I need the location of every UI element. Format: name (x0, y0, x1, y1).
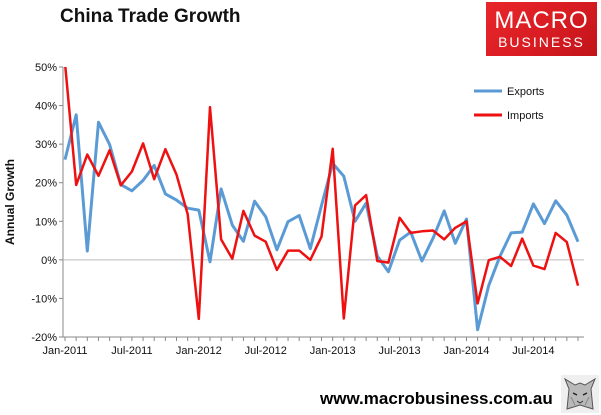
wolf-icon (561, 375, 599, 413)
y-tick-label: 20% (35, 178, 57, 190)
y-tick-label: 50% (35, 62, 57, 74)
x-tick-label: Jul-2011 (111, 345, 152, 357)
chart-series (63, 67, 580, 332)
x-tick-label: Jul-2012 (245, 345, 287, 357)
chart-legend: Exports Imports (474, 86, 545, 122)
series-line-imports (64, 67, 580, 321)
logo-line-macro: MACRO (494, 7, 589, 34)
x-tick-label: Jan-2012 (176, 345, 222, 357)
legend-label-exports: Exports (507, 86, 545, 98)
x-tick-label: Jul-2013 (378, 345, 420, 357)
macrobusiness-logo: MACRO BUSINESS (486, 2, 597, 56)
y-tick-label: -20% (31, 332, 57, 344)
x-tick-label: Jul-2014 (512, 345, 554, 357)
chart-axes: -20% -10% 0% 10% 20% 30% 40% 50% Jan-2011 Jul-201… (31, 62, 584, 357)
y-tick-label: 30% (35, 139, 57, 151)
x-tick-label: Jan-2013 (310, 345, 356, 357)
y-tick-label: 0% (41, 255, 57, 267)
logo-line-business: BUSINESS (498, 34, 585, 50)
trade-growth-chart: -20% -10% 0% 10% 20% 30% 40% 50% Jan-2011 Jul-201… (3, 62, 584, 357)
y-axis-label: Annual Growth (3, 159, 17, 245)
x-tick-label: Jan-2014 (444, 345, 490, 357)
site-url[interactable]: www.macrobusiness.com.au (320, 389, 553, 408)
y-tick-label: 10% (35, 216, 57, 228)
legend-label-imports: Imports (507, 110, 544, 122)
x-tick-label: Jan-2011 (42, 345, 87, 357)
y-tick-label: -10% (31, 293, 57, 305)
chart-title: China Trade Growth (60, 6, 241, 27)
y-tick-label: 40% (35, 101, 57, 113)
